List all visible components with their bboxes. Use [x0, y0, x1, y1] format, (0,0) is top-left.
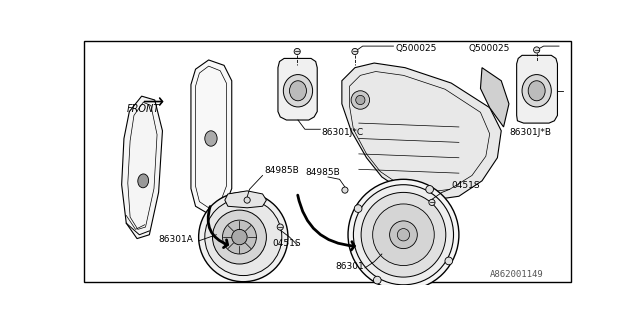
- Text: 84985B: 84985B: [305, 168, 340, 178]
- Text: 86301J*B: 86301J*B: [509, 128, 551, 137]
- Text: Q500025: Q500025: [468, 44, 509, 53]
- Polygon shape: [122, 96, 163, 239]
- Circle shape: [352, 48, 358, 55]
- Circle shape: [353, 185, 454, 285]
- Circle shape: [212, 210, 266, 264]
- Circle shape: [277, 224, 284, 230]
- Ellipse shape: [522, 75, 551, 107]
- Polygon shape: [191, 60, 232, 214]
- Circle shape: [355, 205, 362, 212]
- Text: 84985B: 84985B: [264, 166, 299, 175]
- Text: 0451S: 0451S: [273, 239, 301, 248]
- Polygon shape: [516, 55, 557, 123]
- Text: 86301J*C: 86301J*C: [322, 128, 364, 137]
- Polygon shape: [342, 63, 501, 200]
- Ellipse shape: [138, 174, 148, 188]
- Circle shape: [342, 187, 348, 193]
- Polygon shape: [278, 59, 317, 120]
- Text: A862001149: A862001149: [490, 270, 543, 279]
- Circle shape: [361, 192, 446, 277]
- Circle shape: [348, 179, 459, 290]
- Circle shape: [198, 192, 288, 282]
- Ellipse shape: [284, 75, 312, 107]
- Circle shape: [373, 276, 381, 284]
- Circle shape: [356, 95, 365, 105]
- Circle shape: [351, 91, 369, 109]
- Ellipse shape: [205, 131, 217, 146]
- Circle shape: [426, 186, 433, 193]
- Circle shape: [397, 228, 410, 241]
- Text: 86301A: 86301A: [159, 236, 193, 244]
- Circle shape: [534, 47, 540, 53]
- Ellipse shape: [528, 81, 545, 101]
- Circle shape: [429, 199, 435, 205]
- Circle shape: [232, 229, 247, 245]
- Circle shape: [223, 220, 257, 254]
- Text: 86301: 86301: [336, 262, 364, 271]
- Circle shape: [205, 198, 282, 276]
- Circle shape: [390, 221, 417, 249]
- Text: Q500025: Q500025: [396, 44, 437, 53]
- Circle shape: [445, 257, 452, 265]
- Circle shape: [372, 204, 435, 266]
- Text: FRONT: FRONT: [126, 104, 159, 114]
- Circle shape: [244, 197, 250, 203]
- Ellipse shape: [289, 81, 307, 101]
- Polygon shape: [225, 191, 266, 208]
- Polygon shape: [481, 68, 509, 127]
- Text: 0451S: 0451S: [451, 181, 480, 190]
- Circle shape: [294, 48, 300, 55]
